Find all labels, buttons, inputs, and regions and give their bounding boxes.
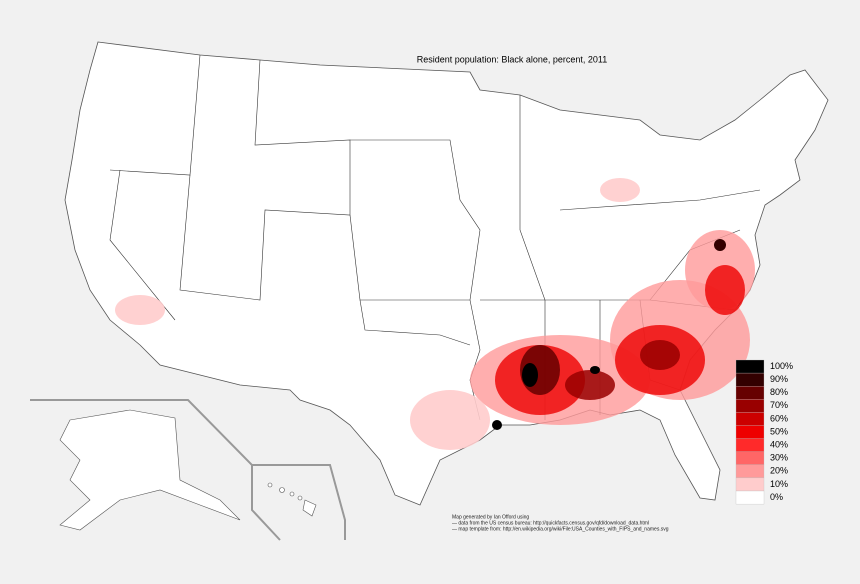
legend-label: 100%	[770, 361, 793, 371]
legend-label: 70%	[770, 400, 788, 410]
credit-line: — data from the US census bureau: http:/…	[452, 520, 649, 526]
hawaii	[267, 482, 317, 517]
inset-frames	[30, 399, 346, 541]
legend-swatch	[735, 438, 765, 452]
legend-label: 20%	[770, 466, 788, 476]
legend-label: 50%	[770, 426, 788, 436]
legend-label: 40%	[770, 440, 788, 450]
credits: Map generated by Ian Offord using— data …	[452, 514, 669, 532]
legend-label: 90%	[770, 374, 788, 384]
legend-swatch	[735, 477, 765, 492]
legend-swatch	[735, 372, 765, 387]
legend-swatch	[735, 399, 765, 413]
legend-label: 0%	[770, 492, 783, 502]
legend: 100% 90% 80% 70% 60% 50% 40% 30% 20% 10% 0%	[735, 359, 793, 505]
credit-line: — map template from: http://en.wikipedia…	[452, 526, 669, 532]
legend-swatch	[735, 412, 765, 426]
alaska	[59, 409, 241, 531]
legend-label: 30%	[770, 453, 788, 463]
legend-label: 60%	[770, 413, 788, 423]
legend-swatch	[735, 464, 765, 479]
shaded-regions	[115, 178, 755, 450]
map-title: Resident population: Black alone, percen…	[417, 54, 607, 64]
legend-label: 10%	[770, 479, 788, 489]
legend-swatch	[735, 490, 765, 505]
legend-swatch	[735, 386, 765, 400]
legend-swatch	[735, 359, 765, 374]
legend-swatch	[735, 451, 765, 465]
legend-swatch	[735, 425, 765, 439]
legend-label: 80%	[770, 387, 788, 397]
credit-line: Map generated by Ian Offord using	[452, 514, 529, 520]
